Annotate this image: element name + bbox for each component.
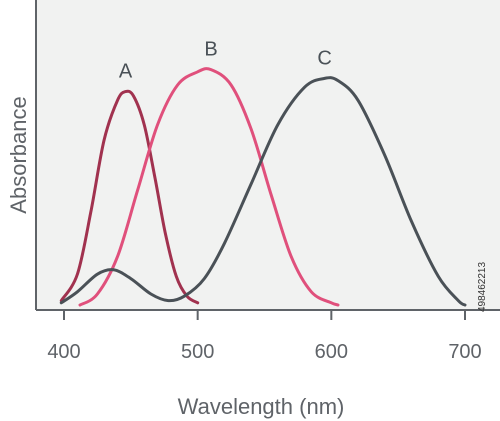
curve-label-b: B	[204, 39, 217, 61]
x-tick-label-400: 400	[47, 341, 80, 363]
x-tick-label-700: 700	[448, 341, 481, 363]
watermark-id-text: 498462213	[477, 261, 488, 312]
x-ticks-group: 400 500 600 700	[47, 310, 482, 363]
x-axis-title: Wavelength (nm)	[178, 394, 345, 419]
x-tick-label-500: 500	[181, 341, 214, 363]
curve-b	[78, 67, 340, 307]
curves-group	[59, 67, 467, 307]
curve-label-c: C	[317, 47, 331, 69]
x-tick-label-600: 600	[315, 341, 348, 363]
curve-a	[59, 89, 200, 305]
plot-background	[36, 0, 500, 310]
y-axis-title: Absorbance	[6, 96, 31, 213]
curve-c	[59, 76, 467, 307]
curve-labels-group: A B C	[119, 39, 332, 83]
curve-label-a: A	[119, 61, 133, 83]
